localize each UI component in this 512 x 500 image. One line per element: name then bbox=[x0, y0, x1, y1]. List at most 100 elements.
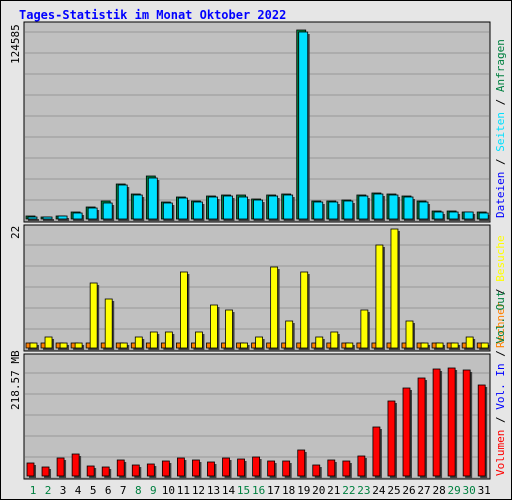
volume-bar-day-10 bbox=[161, 460, 170, 477]
volume-bar-day-28 bbox=[432, 368, 441, 477]
volume-bar-day-4 bbox=[71, 453, 80, 477]
day-label-8: 8 bbox=[135, 484, 142, 497]
day-label-4: 4 bbox=[75, 484, 82, 497]
visits-bar-day-24 bbox=[375, 244, 384, 349]
day-label-13: 13 bbox=[207, 484, 220, 497]
pages-bar-day-27 bbox=[418, 201, 429, 220]
day-label-12: 12 bbox=[192, 484, 205, 497]
day-label-9: 9 bbox=[150, 484, 157, 497]
visits-bar-day-3 bbox=[59, 342, 68, 349]
requests-max-label: 124585 bbox=[9, 24, 22, 64]
visits-bar-day-5 bbox=[89, 282, 98, 349]
day-label-16: 16 bbox=[252, 484, 265, 497]
visits-bar-day-16 bbox=[255, 336, 264, 349]
pages-bar-day-10 bbox=[162, 202, 173, 220]
day-label-20: 20 bbox=[312, 484, 325, 497]
legend-volume: Volumen / Vol. In / Vol. Out bbox=[494, 291, 507, 476]
day-label-5: 5 bbox=[90, 484, 97, 497]
day-label-6: 6 bbox=[105, 484, 112, 497]
pages-bar-day-3-shadow bbox=[60, 218, 70, 221]
visits-bar-day-17 bbox=[270, 266, 279, 349]
day-label-24: 24 bbox=[372, 484, 386, 497]
day-label-22: 22 bbox=[342, 484, 355, 497]
day-label-15: 15 bbox=[237, 484, 250, 497]
day-axis-labels: 1 2 3 4 5 6 7 8 9 10 11 12 13 14 15 16 17 18 19 20 21 22 23 24 2… bbox=[30, 484, 491, 497]
pages-bar-day-24 bbox=[373, 193, 384, 220]
visits-bar-day-13 bbox=[210, 304, 218, 349]
legend-item-seiten: Seiten bbox=[494, 112, 507, 152]
pages-bar-day-25 bbox=[388, 194, 399, 220]
volume-bar-day-2 bbox=[41, 466, 50, 477]
visits-bar-day-11 bbox=[179, 271, 188, 349]
visits-bar-day-27 bbox=[420, 342, 429, 349]
volume-bar-day-9 bbox=[146, 463, 155, 477]
volume-bar-day-6 bbox=[101, 466, 110, 477]
day-label-29: 29 bbox=[447, 484, 460, 497]
pages-bar-day-13 bbox=[208, 196, 218, 220]
volume-bar-day-17 bbox=[267, 460, 276, 477]
pages-bar-day-30 bbox=[463, 211, 474, 220]
day-label-27: 27 bbox=[417, 484, 430, 497]
pages-bar-day-3 bbox=[57, 215, 68, 220]
pages-bar-day-6 bbox=[102, 202, 113, 220]
pages-bar-day-19 bbox=[298, 31, 309, 220]
volume-max-label: 218.57 MB bbox=[9, 350, 22, 410]
pages-bar-day-7 bbox=[117, 184, 128, 220]
visits-bar-day-23 bbox=[360, 309, 369, 349]
pages-bar-day-2 bbox=[42, 216, 53, 220]
legend-visits: Rechner / Besuche bbox=[494, 235, 507, 348]
legend-separator: / bbox=[494, 92, 507, 112]
visits-bar-day-6 bbox=[104, 298, 113, 349]
visits-bar-day-12 bbox=[195, 331, 203, 349]
volume-bar-day-23 bbox=[357, 455, 366, 477]
day-label-2: 2 bbox=[45, 484, 52, 497]
day-label-11: 11 bbox=[177, 484, 190, 497]
visits-bar-day-25 bbox=[390, 228, 399, 349]
day-label-28: 28 bbox=[432, 484, 445, 497]
legend-separator: / bbox=[494, 410, 507, 430]
pages-bar-day-8 bbox=[132, 194, 143, 220]
volume-bar-day-19 bbox=[297, 449, 306, 477]
pages-bar-day-23 bbox=[358, 195, 369, 220]
visits-bar-day-8 bbox=[134, 336, 143, 349]
pages-bar-day-9 bbox=[147, 177, 158, 220]
volume-bar-day-27 bbox=[417, 377, 426, 477]
pages-bar-day-20 bbox=[313, 201, 324, 220]
visits-bar-day-7 bbox=[119, 342, 128, 349]
pages-bar-day-2-shadow bbox=[45, 219, 55, 221]
bars bbox=[25, 29, 491, 478]
day-label-10: 10 bbox=[162, 484, 175, 497]
visits-max-label: 22 bbox=[9, 226, 22, 239]
visits-bar-day-14 bbox=[225, 309, 233, 349]
pages-bar-day-31 bbox=[478, 212, 489, 220]
volume-bar-day-20 bbox=[312, 464, 321, 477]
volume-bar-day-25 bbox=[387, 400, 396, 477]
day-label-14: 14 bbox=[222, 484, 236, 497]
volume-bar-day-1 bbox=[26, 462, 35, 477]
volume-bar-day-21 bbox=[327, 459, 336, 477]
day-label-26: 26 bbox=[402, 484, 415, 497]
volume-bar-day-5 bbox=[86, 465, 95, 477]
legend-requests: Dateien / Seiten / Anfragen bbox=[494, 39, 507, 218]
day-label-21: 21 bbox=[327, 484, 340, 497]
visits-bar-day-26 bbox=[405, 320, 414, 349]
volume-bar-day-14 bbox=[222, 457, 230, 477]
volume-bar-day-22 bbox=[342, 460, 351, 477]
day-label-3: 3 bbox=[60, 484, 67, 497]
legend-item-rechner: Rechner bbox=[494, 301, 507, 348]
volume-bar-day-16 bbox=[252, 456, 261, 477]
legend-item-vol-in: Vol. In bbox=[494, 363, 507, 409]
volume-bar-day-3 bbox=[56, 457, 65, 477]
volume-bar-day-13 bbox=[207, 461, 215, 477]
legend-separator: / bbox=[494, 282, 507, 302]
visits-bar-day-29 bbox=[450, 342, 459, 349]
pages-bar-day-16 bbox=[253, 199, 264, 220]
legend-item-dateien: Dateien bbox=[494, 172, 507, 218]
volume-bar-day-24 bbox=[372, 426, 381, 477]
pages-bar-day-26 bbox=[403, 196, 414, 220]
pages-bar-day-1 bbox=[27, 216, 38, 220]
day-label-30: 30 bbox=[463, 484, 476, 497]
day-label-25: 25 bbox=[387, 484, 400, 497]
visits-bar-day-9 bbox=[149, 331, 158, 349]
volume-bar-day-15 bbox=[237, 458, 245, 477]
